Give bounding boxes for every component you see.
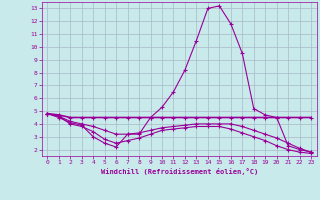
X-axis label: Windchill (Refroidissement éolien,°C): Windchill (Refroidissement éolien,°C)	[100, 168, 258, 175]
